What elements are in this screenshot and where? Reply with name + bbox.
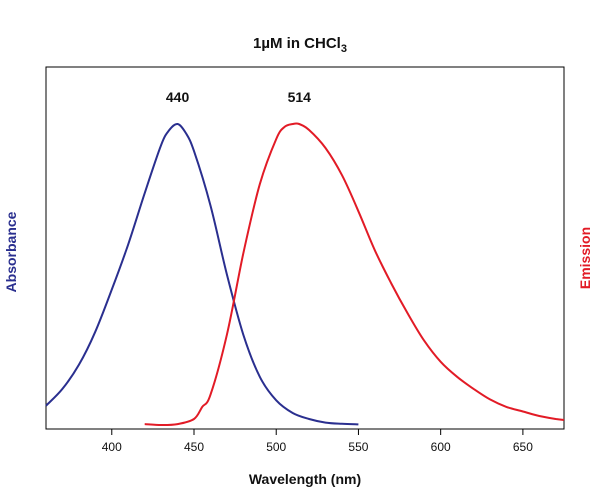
peak-label: 440: [166, 89, 190, 105]
emission-curve: [144, 122, 565, 427]
x-tick-label: 400: [102, 440, 122, 454]
chart-title-main: 1µM in CHCl: [253, 35, 341, 52]
x-tick-label: 650: [513, 440, 533, 454]
chart-title: 1µM in CHCl3: [253, 35, 347, 55]
x-tick-label: 450: [184, 440, 204, 454]
x-axis-ticks: 400 450 500 550 600 650: [102, 429, 533, 454]
y-axis-label-absorbance: Absorbance: [3, 211, 19, 292]
chart-title-subscript: 3: [341, 43, 347, 55]
x-tick-label: 600: [431, 440, 451, 454]
x-axis-label: Wavelength (nm): [249, 471, 361, 487]
x-tick-label: 500: [266, 440, 286, 454]
curves: [45, 122, 565, 427]
y-axis-label-emission: Emission: [577, 227, 593, 289]
x-tick-label: 550: [348, 440, 368, 454]
plot-frame: [45, 66, 565, 430]
peak-label: 514: [288, 89, 312, 105]
absorbance-curve: [45, 122, 359, 426]
peak-annotations: 440 514: [166, 89, 311, 105]
